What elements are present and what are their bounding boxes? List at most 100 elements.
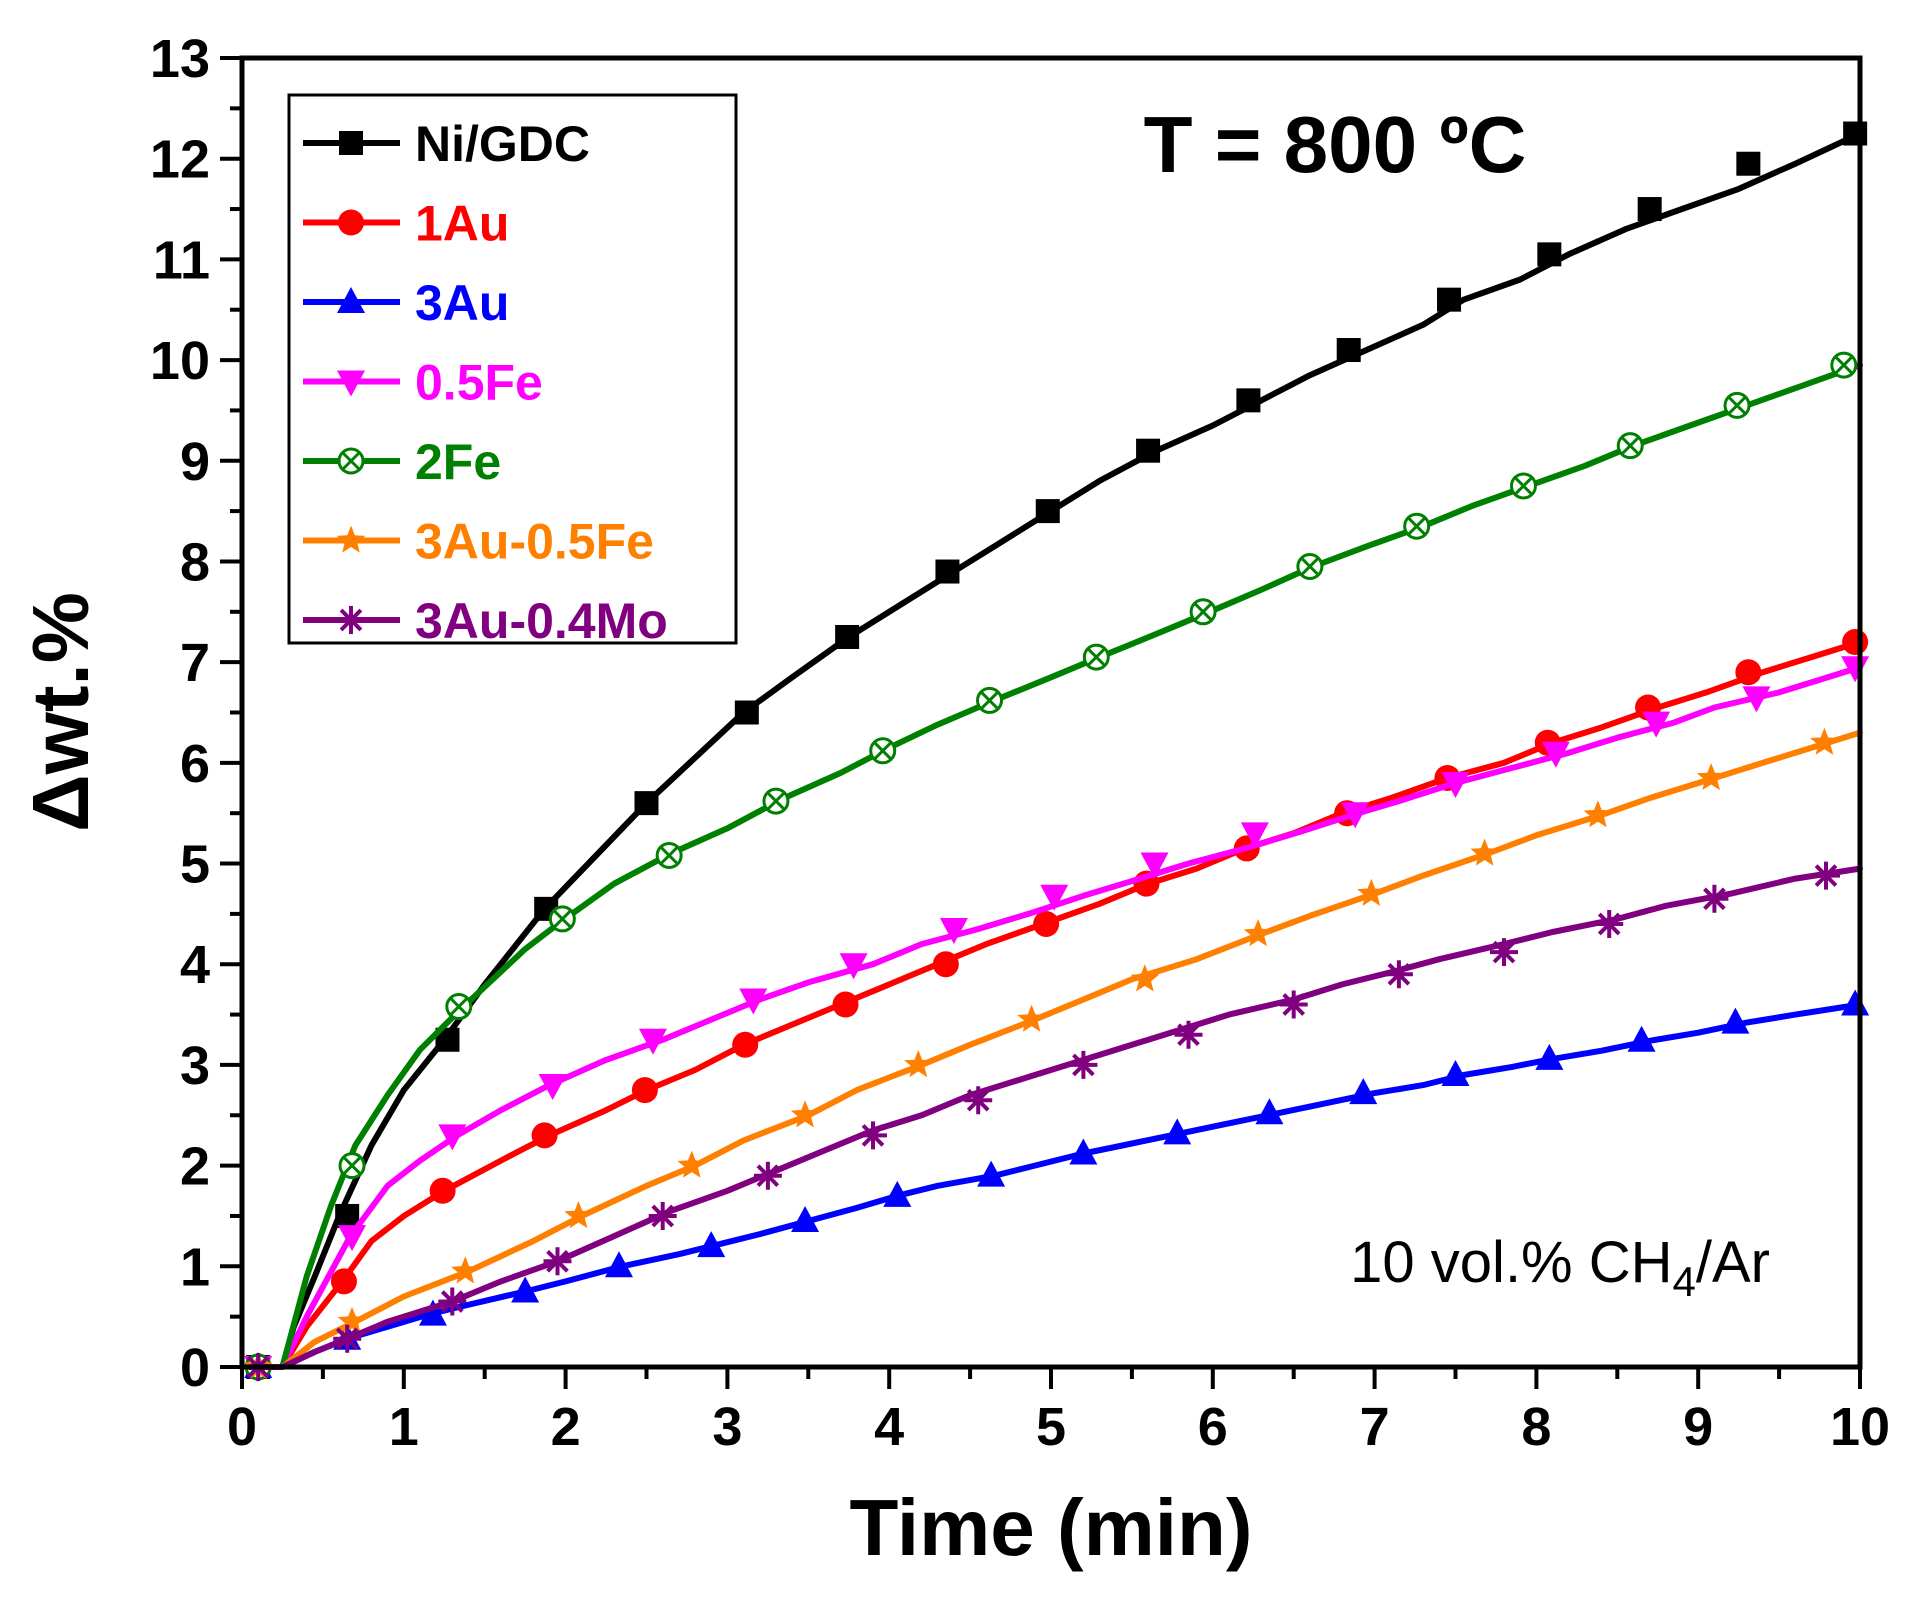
data-point (511, 1276, 540, 1303)
data-point (964, 1086, 993, 1115)
y-tick-label: 2 (180, 1137, 210, 1197)
legend-entry: 1Au (303, 196, 509, 252)
series-line (247, 865, 1863, 1370)
x-tick-label: 0 (227, 1397, 257, 1457)
y-tick-label: 0 (180, 1338, 210, 1398)
data-point (935, 559, 960, 584)
legend-label: 3Au (415, 275, 509, 331)
data-point (634, 791, 659, 816)
data-point (1583, 800, 1613, 828)
data-point-cross (449, 997, 468, 1016)
series-line (247, 362, 1863, 1370)
x-tick-label: 3 (712, 1397, 742, 1457)
x-tick-label: 1 (389, 1397, 419, 1457)
series-0-5fe (244, 656, 1870, 1382)
y-tick-label: 3 (180, 1036, 210, 1096)
legend-label: 2Fe (415, 434, 501, 490)
legend-label: 1Au (415, 196, 509, 252)
data-point (1437, 287, 1462, 312)
data-point (1812, 861, 1840, 890)
data-point (1163, 1118, 1192, 1145)
y-tick-label: 12 (150, 130, 210, 190)
series-line (247, 664, 1863, 1370)
data-point (655, 841, 683, 869)
gas-annotation: 10 vol.% CH4/Ar (1350, 1230, 1770, 1305)
data-point (1017, 1004, 1046, 1032)
gas-annotation-suffix: /Ar (1696, 1230, 1770, 1295)
x-tick-label: 4 (874, 1397, 904, 1457)
data-point (1140, 852, 1169, 879)
data-point (1509, 472, 1537, 500)
data-point (1341, 802, 1370, 829)
data-point (604, 1251, 633, 1278)
data-point-cross (1834, 356, 1853, 375)
data-point (1189, 598, 1217, 626)
data-point (1040, 884, 1069, 911)
y-tick-label: 1 (180, 1237, 210, 1297)
legend-label: 3Au-0.5Fe (415, 514, 654, 570)
legend-entry: Ni/GDC (303, 116, 590, 172)
data-point (977, 1160, 1006, 1187)
data-point (1136, 438, 1161, 463)
legend-entry: 3Au (303, 275, 509, 331)
data-point (564, 1201, 593, 1229)
data-point (976, 686, 1004, 714)
data-point (1130, 964, 1160, 992)
series-line (247, 1001, 1863, 1370)
data-point (739, 988, 768, 1015)
data-point (1357, 878, 1386, 906)
y-tick-label: 9 (180, 432, 210, 492)
data-point (1296, 552, 1324, 580)
data-point (1490, 938, 1518, 967)
data-point (904, 1049, 933, 1078)
x-axis-title: Time (min) (849, 1483, 1252, 1572)
data-point (445, 993, 473, 1021)
data-point (631, 1077, 658, 1104)
data-point-cross (980, 691, 999, 710)
data-point (1627, 1025, 1656, 1052)
data-point (1696, 763, 1726, 791)
y-tick-label: 8 (180, 532, 210, 592)
y-axis-title: Δwt.% (16, 592, 105, 832)
series-line (247, 639, 1863, 1370)
data-point (1240, 822, 1269, 849)
temperature-annotation: T = 800 ºC (1144, 100, 1527, 189)
data-point (1255, 1098, 1284, 1125)
legend-entry: 0.5Fe (303, 355, 543, 411)
data-point (1236, 388, 1261, 413)
data-point (832, 991, 859, 1018)
data-point-cross (1300, 557, 1319, 576)
data-point (869, 737, 897, 765)
data-point (648, 1202, 677, 1230)
data-point (1735, 659, 1762, 686)
legend-marker (337, 287, 365, 313)
data-point (1174, 1020, 1203, 1049)
data-point (1642, 711, 1671, 738)
data-point (753, 1161, 782, 1190)
data-point (548, 905, 576, 933)
data-point (337, 1306, 367, 1334)
x-tick-label: 9 (1683, 1397, 1713, 1457)
data-point (883, 1180, 912, 1207)
data-point (1470, 838, 1499, 866)
data-point (697, 1231, 726, 1258)
data-point (538, 1074, 567, 1101)
legend-entry: 3Au-0.5Fe (303, 514, 654, 570)
gas-annotation-prefix: 10 vol.% CH (1350, 1230, 1672, 1295)
legend-entry: 2Fe (303, 434, 501, 490)
x-tick-label: 7 (1360, 1397, 1390, 1457)
data-point-cross (342, 1156, 362, 1175)
data-point (762, 787, 790, 815)
data-point (1721, 1007, 1750, 1034)
data-point (1441, 771, 1470, 798)
data-point (1637, 197, 1662, 222)
data-point (1830, 351, 1858, 379)
series-3au-0-5fe (243, 727, 1863, 1380)
data-point (839, 953, 868, 980)
gas-annotation-subscript: 4 (1673, 1258, 1696, 1305)
data-point (429, 1177, 456, 1204)
data-point (1349, 1078, 1378, 1105)
legend-marker-cross (341, 451, 361, 471)
